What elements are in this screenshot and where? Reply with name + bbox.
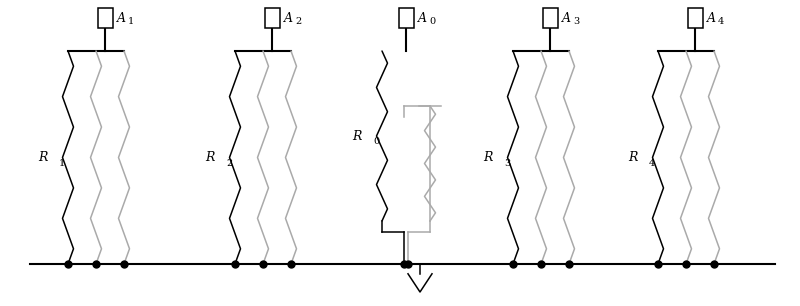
Text: R: R: [484, 151, 493, 164]
Text: 3: 3: [573, 17, 579, 26]
Text: R: R: [353, 129, 362, 143]
Text: R: R: [38, 151, 48, 164]
Text: 0: 0: [373, 137, 379, 146]
Text: A: A: [283, 12, 293, 24]
Text: A: A: [418, 12, 426, 24]
Bar: [98, 8, 113, 28]
Text: 4: 4: [718, 17, 724, 26]
Text: 0: 0: [429, 17, 435, 26]
Text: 1: 1: [128, 17, 134, 26]
Text: A: A: [117, 12, 126, 24]
Text: 2: 2: [226, 159, 232, 167]
Text: 3: 3: [504, 159, 510, 167]
Text: A: A: [706, 12, 715, 24]
Text: 4: 4: [649, 159, 655, 167]
Bar: [687, 8, 702, 28]
Bar: [398, 8, 414, 28]
Bar: [542, 8, 558, 28]
Text: R: R: [629, 151, 638, 164]
Bar: [265, 8, 279, 28]
Text: R: R: [206, 151, 215, 164]
Text: A: A: [562, 12, 570, 24]
Text: 1: 1: [59, 159, 66, 167]
Text: 2: 2: [295, 17, 302, 26]
